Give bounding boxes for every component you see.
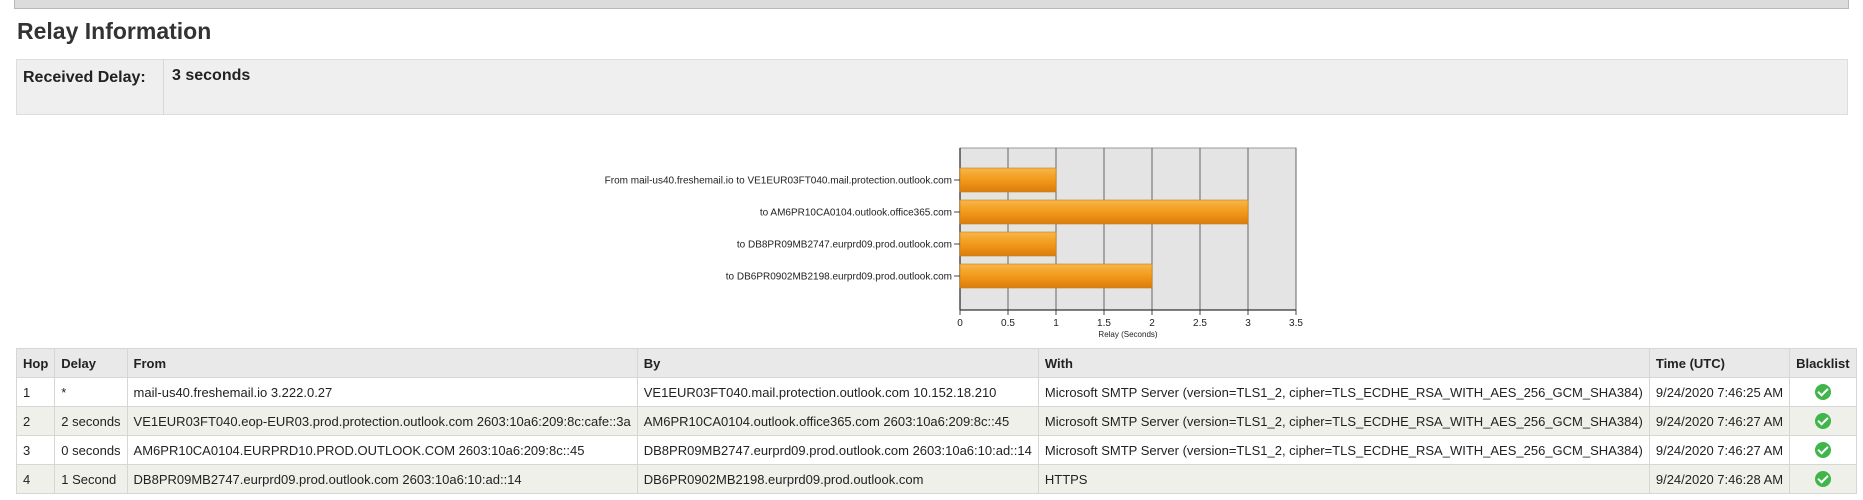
by-cell: DB6PR0902MB2198.eurprd09.prod.outlook.co…: [636, 464, 1039, 494]
time-cell: 9/24/2020 7:46:27 AM: [1648, 435, 1791, 465]
col-delay-header: Delay: [54, 348, 128, 378]
table-row: 2 2 seconds VE1EUR03FT040.eop-EUR03.prod…: [15, 406, 1857, 436]
delay-cell: 0 seconds: [54, 435, 128, 465]
from-cell: mail-us40.freshemail.io 3.222.0.27: [126, 377, 638, 407]
bar: [959, 231, 1057, 257]
relay-table: Hop Delay From By With Time (UTC) Blackl…: [15, 348, 1857, 494]
table-row: 3 0 seconds AM6PR10CA0104.EURPRD10.PROD.…: [15, 435, 1857, 465]
delay-cell: 2 seconds: [54, 406, 128, 436]
check-circle-icon: [1814, 384, 1831, 401]
received-delay-value: 3 seconds: [172, 67, 251, 84]
by-cell: AM6PR10CA0104.outlook.office365.com 2603…: [636, 406, 1039, 436]
check-circle-icon: [1814, 471, 1831, 488]
time-cell: 9/24/2020 7:46:27 AM: [1648, 406, 1791, 436]
check-circle-icon: [1814, 413, 1831, 430]
bar: [959, 263, 1153, 289]
category-label: to DB6PR0902MB2198.eurprd09.prod.outlook…: [726, 272, 952, 283]
by-cell: VE1EUR03FT040.mail.protection.outlook.co…: [636, 377, 1039, 407]
bar: [959, 167, 1057, 193]
x-tick-label: 2.5: [1193, 318, 1207, 329]
col-blacklist-header: Blacklist: [1789, 348, 1857, 378]
hop-cell: 2: [15, 406, 56, 436]
blacklist-cell: [1789, 406, 1857, 436]
relay-table-header: Hop Delay From By With Time (UTC) Blackl…: [15, 348, 1857, 378]
hop-cell: 3: [15, 435, 56, 465]
from-cell: AM6PR10CA0104.EURPRD10.PROD.OUTLOOK.COM …: [126, 435, 638, 465]
col-by-header: By: [636, 348, 1039, 378]
section-title: Relay Information: [17, 18, 212, 44]
hop-cell: 1: [15, 377, 56, 407]
delay-cell: 1 Second: [54, 464, 128, 494]
received-delay-summary: Received Delay: 3 seconds: [16, 59, 1848, 115]
col-time-header: Time (UTC): [1648, 348, 1791, 378]
col-from-header: From: [126, 348, 638, 378]
category-label: to AM6PR10CA0104.outlook.office365.com: [760, 208, 952, 219]
blacklist-cell: [1789, 464, 1857, 494]
col-with-header: With: [1037, 348, 1650, 378]
with-cell: Microsoft SMTP Server (version=TLS1_2, c…: [1037, 377, 1650, 407]
received-delay-label: Received Delay:: [16, 59, 164, 115]
relay-delay-chart: 0 0.5 1 1.5 2 2.5 3 3.5 From mail-us40.freshemai…: [605, 147, 1303, 339]
blacklist-cell: [1789, 435, 1857, 465]
col-hop-header: Hop: [15, 348, 56, 378]
category-label: From mail-us40.freshemail.io to VE1EUR03…: [605, 176, 952, 187]
from-cell: DB8PR09MB2747.eurprd09.prod.outlook.com …: [126, 464, 638, 494]
category-label: to DB8PR09MB2747.eurprd09.prod.outlook.c…: [737, 240, 952, 251]
with-cell: HTTPS: [1037, 464, 1650, 494]
by-cell: DB8PR09MB2747.eurprd09.prod.outlook.com …: [636, 435, 1039, 465]
with-cell: Microsoft SMTP Server (version=TLS1_2, c…: [1037, 406, 1650, 436]
delay-cell: *: [54, 377, 128, 407]
top-bar: [14, 0, 1849, 9]
blacklist-cell: [1789, 377, 1857, 407]
x-tick-label: 3: [1245, 318, 1251, 329]
x-axis-label: Relay (Seconds): [1098, 330, 1157, 339]
time-cell: 9/24/2020 7:46:28 AM: [1648, 464, 1791, 494]
bar: [959, 199, 1249, 225]
table-row: 4 1 Second DB8PR09MB2747.eurprd09.prod.o…: [15, 464, 1857, 494]
x-tick-label: 1: [1053, 318, 1059, 329]
x-tick-label: 0.5: [1001, 318, 1015, 329]
x-tick-label: 3.5: [1289, 318, 1303, 329]
check-circle-icon: [1814, 442, 1831, 459]
table-row: 1 * mail-us40.freshemail.io 3.222.0.27 V…: [15, 377, 1857, 407]
x-tick-label: 0: [957, 318, 963, 329]
hop-cell: 4: [15, 464, 56, 494]
time-cell: 9/24/2020 7:46:25 AM: [1648, 377, 1791, 407]
x-tick-label: 2: [1149, 318, 1155, 329]
from-cell: VE1EUR03FT040.eop-EUR03.prod.protection.…: [126, 406, 638, 436]
with-cell: Microsoft SMTP Server (version=TLS1_2, c…: [1037, 435, 1650, 465]
x-tick-label: 1.5: [1097, 318, 1111, 329]
